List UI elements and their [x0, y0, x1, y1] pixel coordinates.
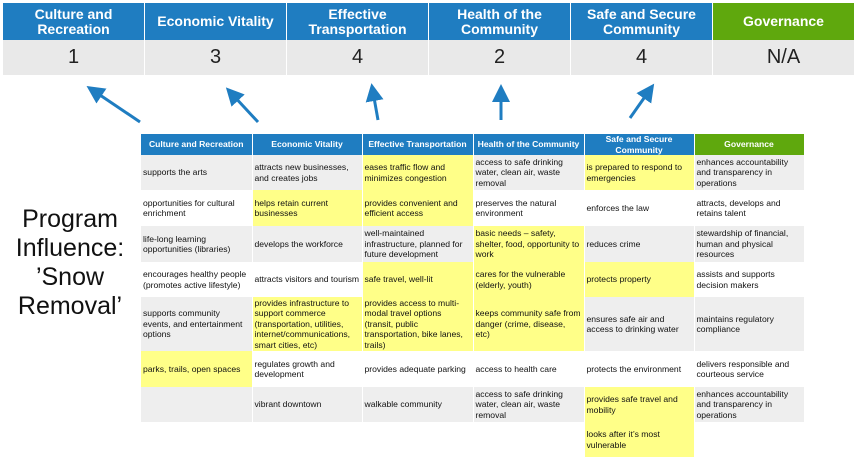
table-cell: attracts visitors and tourism	[252, 262, 363, 297]
table-cell: safe travel, well-lit	[362, 262, 474, 297]
table-cell	[141, 422, 253, 457]
table-cell: provides adequate parking	[362, 351, 474, 387]
table-cell: attracts new businesses, and creates job…	[252, 155, 363, 190]
table-cell: parks, trails, open spaces	[141, 351, 253, 387]
summary-score: 2	[429, 40, 571, 75]
table-cell: reduces crime	[584, 226, 695, 262]
influence-table: Culture and Recreation Economic Vitality E…	[141, 134, 805, 457]
table-row: looks after it’s most vulnerable	[141, 422, 805, 457]
table-cell: encourages healthy people (promotes acti…	[141, 262, 253, 297]
summary-score: 3	[145, 40, 287, 75]
summary-grid: Culture and Recreation Economic Vitality E…	[3, 3, 855, 75]
table-cell: provides access to multi-modal travel op…	[362, 297, 474, 351]
table-cell: provides convenient and efficient access	[362, 190, 474, 226]
table-cell: protects the environment	[584, 351, 695, 387]
arrow-icon	[365, 83, 384, 121]
table-cell: life-long learning opportunities (librar…	[141, 226, 253, 262]
table-cell	[362, 422, 474, 457]
summary-score: N/A	[713, 40, 855, 75]
summary-header: Safe and Secure Community	[571, 3, 713, 40]
table-row: parks, trails, open spaces regulates grow…	[141, 351, 805, 387]
table-row: life-long learning opportunities (librar…	[141, 226, 805, 262]
table-cell: regulates growth and development	[252, 351, 363, 387]
arrow-icon	[86, 85, 141, 124]
table-header: Economic Vitality	[252, 134, 363, 155]
table-cell: eases traffic flow and minimizes congest…	[362, 155, 474, 190]
table-cell: cares for the vulnerable (elderly, youth…	[473, 262, 585, 297]
table-cell: stewardship of financial, human and phys…	[694, 226, 805, 262]
summary-score: 4	[287, 40, 429, 75]
table-header: Safe and Secure Community	[584, 134, 695, 155]
table-cell: enhances accountability and transparency…	[694, 387, 805, 422]
program-influence-label: Program Influence: ’Snow Removal’	[15, 205, 125, 320]
table-cell: enforces the law	[584, 190, 695, 226]
table-cell: access to safe drinking water, clean air…	[473, 387, 585, 422]
table-row: encourages healthy people (promotes acti…	[141, 262, 805, 297]
table-cell: supports community events, and entertain…	[141, 297, 253, 351]
table-cell: protects property	[584, 262, 695, 297]
table-cell: well-maintained infrastructure, planned …	[362, 226, 474, 262]
table-row: opportunities for cultural enrichment hel…	[141, 190, 805, 226]
table-cell: helps retain current businesses	[252, 190, 363, 226]
table-cell: supports the arts	[141, 155, 253, 190]
table-cell: opportunities for cultural enrichment	[141, 190, 253, 226]
table-cell: attracts, develops and retains talent	[694, 190, 805, 226]
summary-score: 1	[3, 40, 145, 75]
summary-header: Health of the Community	[429, 3, 571, 40]
arrow-icon	[225, 87, 260, 124]
table-cell: provides infrastructure to support comme…	[252, 297, 363, 351]
table-cell	[252, 422, 363, 457]
table-header: Governance	[694, 134, 805, 155]
table-cell: access to health care	[473, 351, 585, 387]
table-row: supports the arts attracts new businesses…	[141, 155, 805, 190]
summary-header: Effective Transportation	[287, 3, 429, 40]
table-header: Effective Transportation	[362, 134, 474, 155]
table-cell: develops the workforce	[252, 226, 363, 262]
table-cell	[473, 422, 585, 457]
summary-header: Economic Vitality	[145, 3, 287, 40]
table-cell	[141, 387, 253, 422]
table-cell: vibrant downtown	[252, 387, 363, 422]
table-cell: ensures safe air and access to drinking …	[584, 297, 695, 351]
table-header: Health of the Community	[473, 134, 585, 155]
summary-header: Culture and Recreation	[3, 3, 145, 40]
table-cell: is prepared to respond to emergencies	[584, 155, 695, 190]
table-cell: basic needs – safety, shelter, food, opp…	[473, 226, 585, 262]
table-row: vibrant downtown walkable community access…	[141, 387, 805, 422]
summary-score: 4	[571, 40, 713, 75]
table-cell: looks after it’s most vulnerable	[584, 422, 695, 457]
table-row: supports community events, and entertain…	[141, 297, 805, 351]
table-cell: walkable community	[362, 387, 474, 422]
table-cell: provides safe travel and mobility	[584, 387, 695, 422]
arrow-icon	[628, 83, 655, 119]
table-cell: enhances accountability and transparency…	[694, 155, 805, 190]
table-header: Culture and Recreation	[141, 134, 253, 155]
table-cell: access to safe drinking water, clean air…	[473, 155, 585, 190]
summary-header: Governance	[713, 3, 855, 40]
table-cell: delivers responsible and courteous servi…	[694, 351, 805, 387]
table-cell: assists and supports decision makers	[694, 262, 805, 297]
table-cell: preserves the natural environment	[473, 190, 585, 226]
table-cell: keeps community safe from danger (crime,…	[473, 297, 585, 351]
table-cell: maintains regulatory compliance	[694, 297, 805, 351]
table-cell	[694, 422, 805, 457]
